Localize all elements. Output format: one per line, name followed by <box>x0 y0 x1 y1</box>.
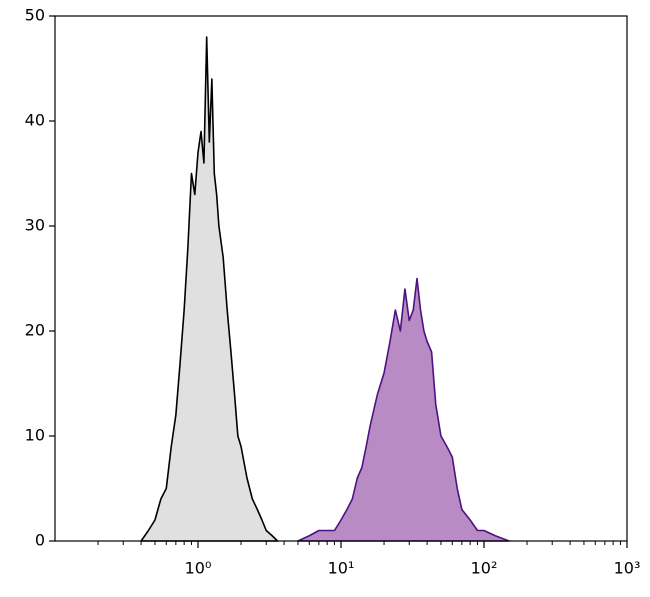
y-tick-label: 10 <box>25 426 45 445</box>
histogram-area <box>297 277 510 542</box>
plot-frame <box>54 15 628 542</box>
y-tick-label: 40 <box>25 111 45 130</box>
x-tick-label: 10³ <box>614 559 641 578</box>
y-tick-label: 30 <box>25 216 45 235</box>
x-tick-label: 10¹ <box>328 559 355 578</box>
y-tick-label: 0 <box>35 531 45 550</box>
x-tick-label: 10⁰ <box>185 559 212 578</box>
x-tick-label: 10² <box>471 559 498 578</box>
y-tick-label: 20 <box>25 321 45 340</box>
y-tick-label: 50 <box>25 6 45 25</box>
histogram-area <box>140 36 279 542</box>
